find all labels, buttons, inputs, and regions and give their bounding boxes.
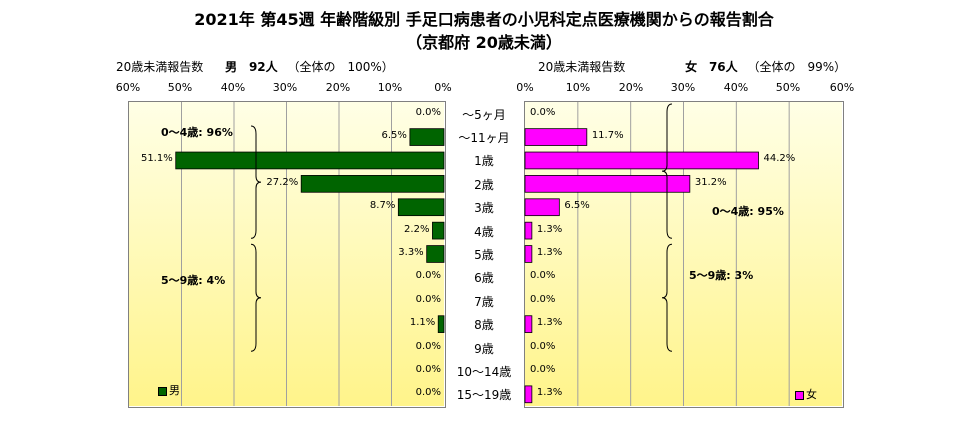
chart-subtitle: （京都府 20歳未満） <box>406 33 562 52</box>
female-value-label: 0.0% <box>530 293 556 305</box>
female-header-share: （全体の 99%） <box>747 60 847 74</box>
female-header-count: 76人 <box>708 60 738 74</box>
female-plot-area <box>524 101 844 408</box>
male-header-count: 92人 <box>248 60 278 74</box>
male-value-label: 0.0% <box>415 106 441 118</box>
category-label: ～5ヶ月 <box>462 107 506 122</box>
male-plot-area <box>128 101 446 408</box>
female-header-sex: 女 <box>685 60 698 74</box>
female-legend: 女 <box>795 386 817 402</box>
male-legend-swatch <box>158 386 167 396</box>
male-bar <box>397 198 445 217</box>
female-value-label: 44.2% <box>763 153 796 165</box>
female-header-label: 20歳未満報告数 <box>538 60 626 74</box>
male-bar <box>437 315 445 333</box>
female-tick-label: 60% <box>829 81 855 94</box>
female-value-label: 11.7% <box>591 130 624 142</box>
female-tick-label: 40% <box>723 81 749 94</box>
female-value-label: 1.3% <box>536 387 563 399</box>
female-tick-label: 10% <box>565 81 591 94</box>
female-bar <box>524 198 560 217</box>
female-value-label: 31.2% <box>694 176 727 188</box>
male-tick-label: 10% <box>377 81 403 94</box>
male-brace-5-9 <box>250 243 262 352</box>
female-tick-label: 50% <box>775 81 801 94</box>
category-label: 5歳 <box>474 248 494 262</box>
category-label: 9歳 <box>474 341 494 356</box>
male-value-label: 0.0% <box>415 293 441 305</box>
male-value-label: 0.0% <box>415 270 441 282</box>
female-tick-label: 0% <box>516 81 534 94</box>
female-bar <box>524 221 533 240</box>
male-legend-label: 男 <box>169 384 180 397</box>
male-value-label: 0.0% <box>415 387 441 399</box>
male-tick-label: 40% <box>220 81 246 94</box>
category-label: 3歳 <box>474 201 494 216</box>
female-legend-swatch <box>795 390 804 400</box>
male-value-label: 51.1% <box>140 153 173 165</box>
male-tick-label: 20% <box>325 81 351 94</box>
male-tick-label: 30% <box>272 81 298 94</box>
category-label: 1歳 <box>474 154 494 169</box>
female-header: 20歳未満報告数 女 76人 （全体の 99%） <box>538 58 846 75</box>
female-value-label: 0.0% <box>530 363 556 375</box>
female-value-label: 1.3% <box>536 317 563 329</box>
male-tick-label: 50% <box>167 81 193 94</box>
male-header-label: 20歳未満報告数 <box>116 60 204 74</box>
chart-title: 2021年 第45週 年齢階級別 手足口病患者の小児科定点医療機関からの報告割合 <box>194 10 774 29</box>
male-bar <box>432 221 445 240</box>
male-value-label: 0.0% <box>415 340 441 352</box>
female-tick-label: 20% <box>618 81 644 94</box>
female-brace-0-4 <box>661 103 673 239</box>
category-label: 10～14歳 <box>456 364 512 379</box>
female-bar <box>524 315 533 333</box>
category-label: 15～19歳 <box>456 388 512 403</box>
female-bar <box>524 175 691 193</box>
male-tick-label: 60% <box>115 81 141 94</box>
female-value-label: 0.0% <box>530 270 556 282</box>
female-bar <box>524 385 533 404</box>
female-value-label: 0.0% <box>530 340 556 352</box>
male-value-label: 8.7% <box>369 200 396 212</box>
male-bar <box>409 128 445 146</box>
category-label: 4歳 <box>474 224 494 239</box>
male-value-label: 0.0% <box>415 363 441 375</box>
female-tick-label: 30% <box>670 81 696 94</box>
male-header-sex: 男 <box>225 60 238 74</box>
male-bar <box>426 245 445 263</box>
male-brace-0-4 <box>250 125 262 239</box>
category-label: 6歳 <box>474 271 494 286</box>
category-label: 2歳 <box>474 177 494 192</box>
male-annotation-5-9: 5～9歳: 4% <box>161 274 226 287</box>
male-bar <box>300 175 445 193</box>
male-value-label: 6.5% <box>381 130 407 142</box>
female-bar <box>524 245 533 263</box>
male-value-label: 3.3% <box>398 247 424 258</box>
male-value-label: 27.2% <box>266 176 299 188</box>
male-value-label: 1.1% <box>409 317 436 329</box>
male-header-share: （全体の 100%） <box>287 60 394 74</box>
male-header: 20歳未満報告数 男 92人 （全体の 100%） <box>116 58 394 75</box>
female-annotation-0-4: 0～4歳: 95% <box>712 205 784 218</box>
category-label: 8歳 <box>474 318 494 333</box>
female-brace-5-9 <box>661 243 673 352</box>
male-annotation-0-4: 0～4歳: 96% <box>161 126 233 139</box>
male-value-label: 2.2% <box>404 223 430 235</box>
female-value-label: 1.3% <box>536 247 563 258</box>
male-tick-label: 0% <box>434 81 452 94</box>
category-label: ～11ヶ月 <box>458 131 510 146</box>
female-bar <box>524 128 588 146</box>
female-value-label: 1.3% <box>536 223 563 235</box>
female-annotation-5-9: 5～9歳: 3% <box>689 269 754 282</box>
female-value-label: 0.0% <box>530 106 556 118</box>
male-bar <box>175 151 445 170</box>
female-value-label: 6.5% <box>564 200 590 212</box>
male-legend: 男 <box>158 382 180 398</box>
female-bar <box>524 151 759 170</box>
female-legend-label: 女 <box>806 388 817 401</box>
category-label: 7歳 <box>474 294 494 309</box>
